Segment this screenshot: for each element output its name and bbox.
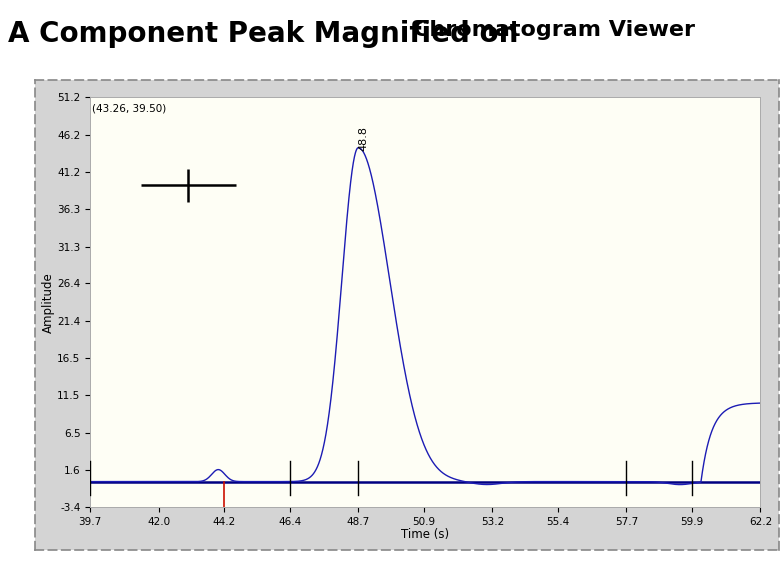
Text: 48.8: 48.8 xyxy=(358,127,368,151)
Y-axis label: Amplitude: Amplitude xyxy=(42,272,54,333)
Text: (43.26, 39.50): (43.26, 39.50) xyxy=(92,104,165,113)
X-axis label: Time (s): Time (s) xyxy=(401,528,449,541)
Text: Chromatogram Viewer: Chromatogram Viewer xyxy=(413,20,695,40)
Text: A Component Peak Magnified on: A Component Peak Magnified on xyxy=(8,20,528,48)
